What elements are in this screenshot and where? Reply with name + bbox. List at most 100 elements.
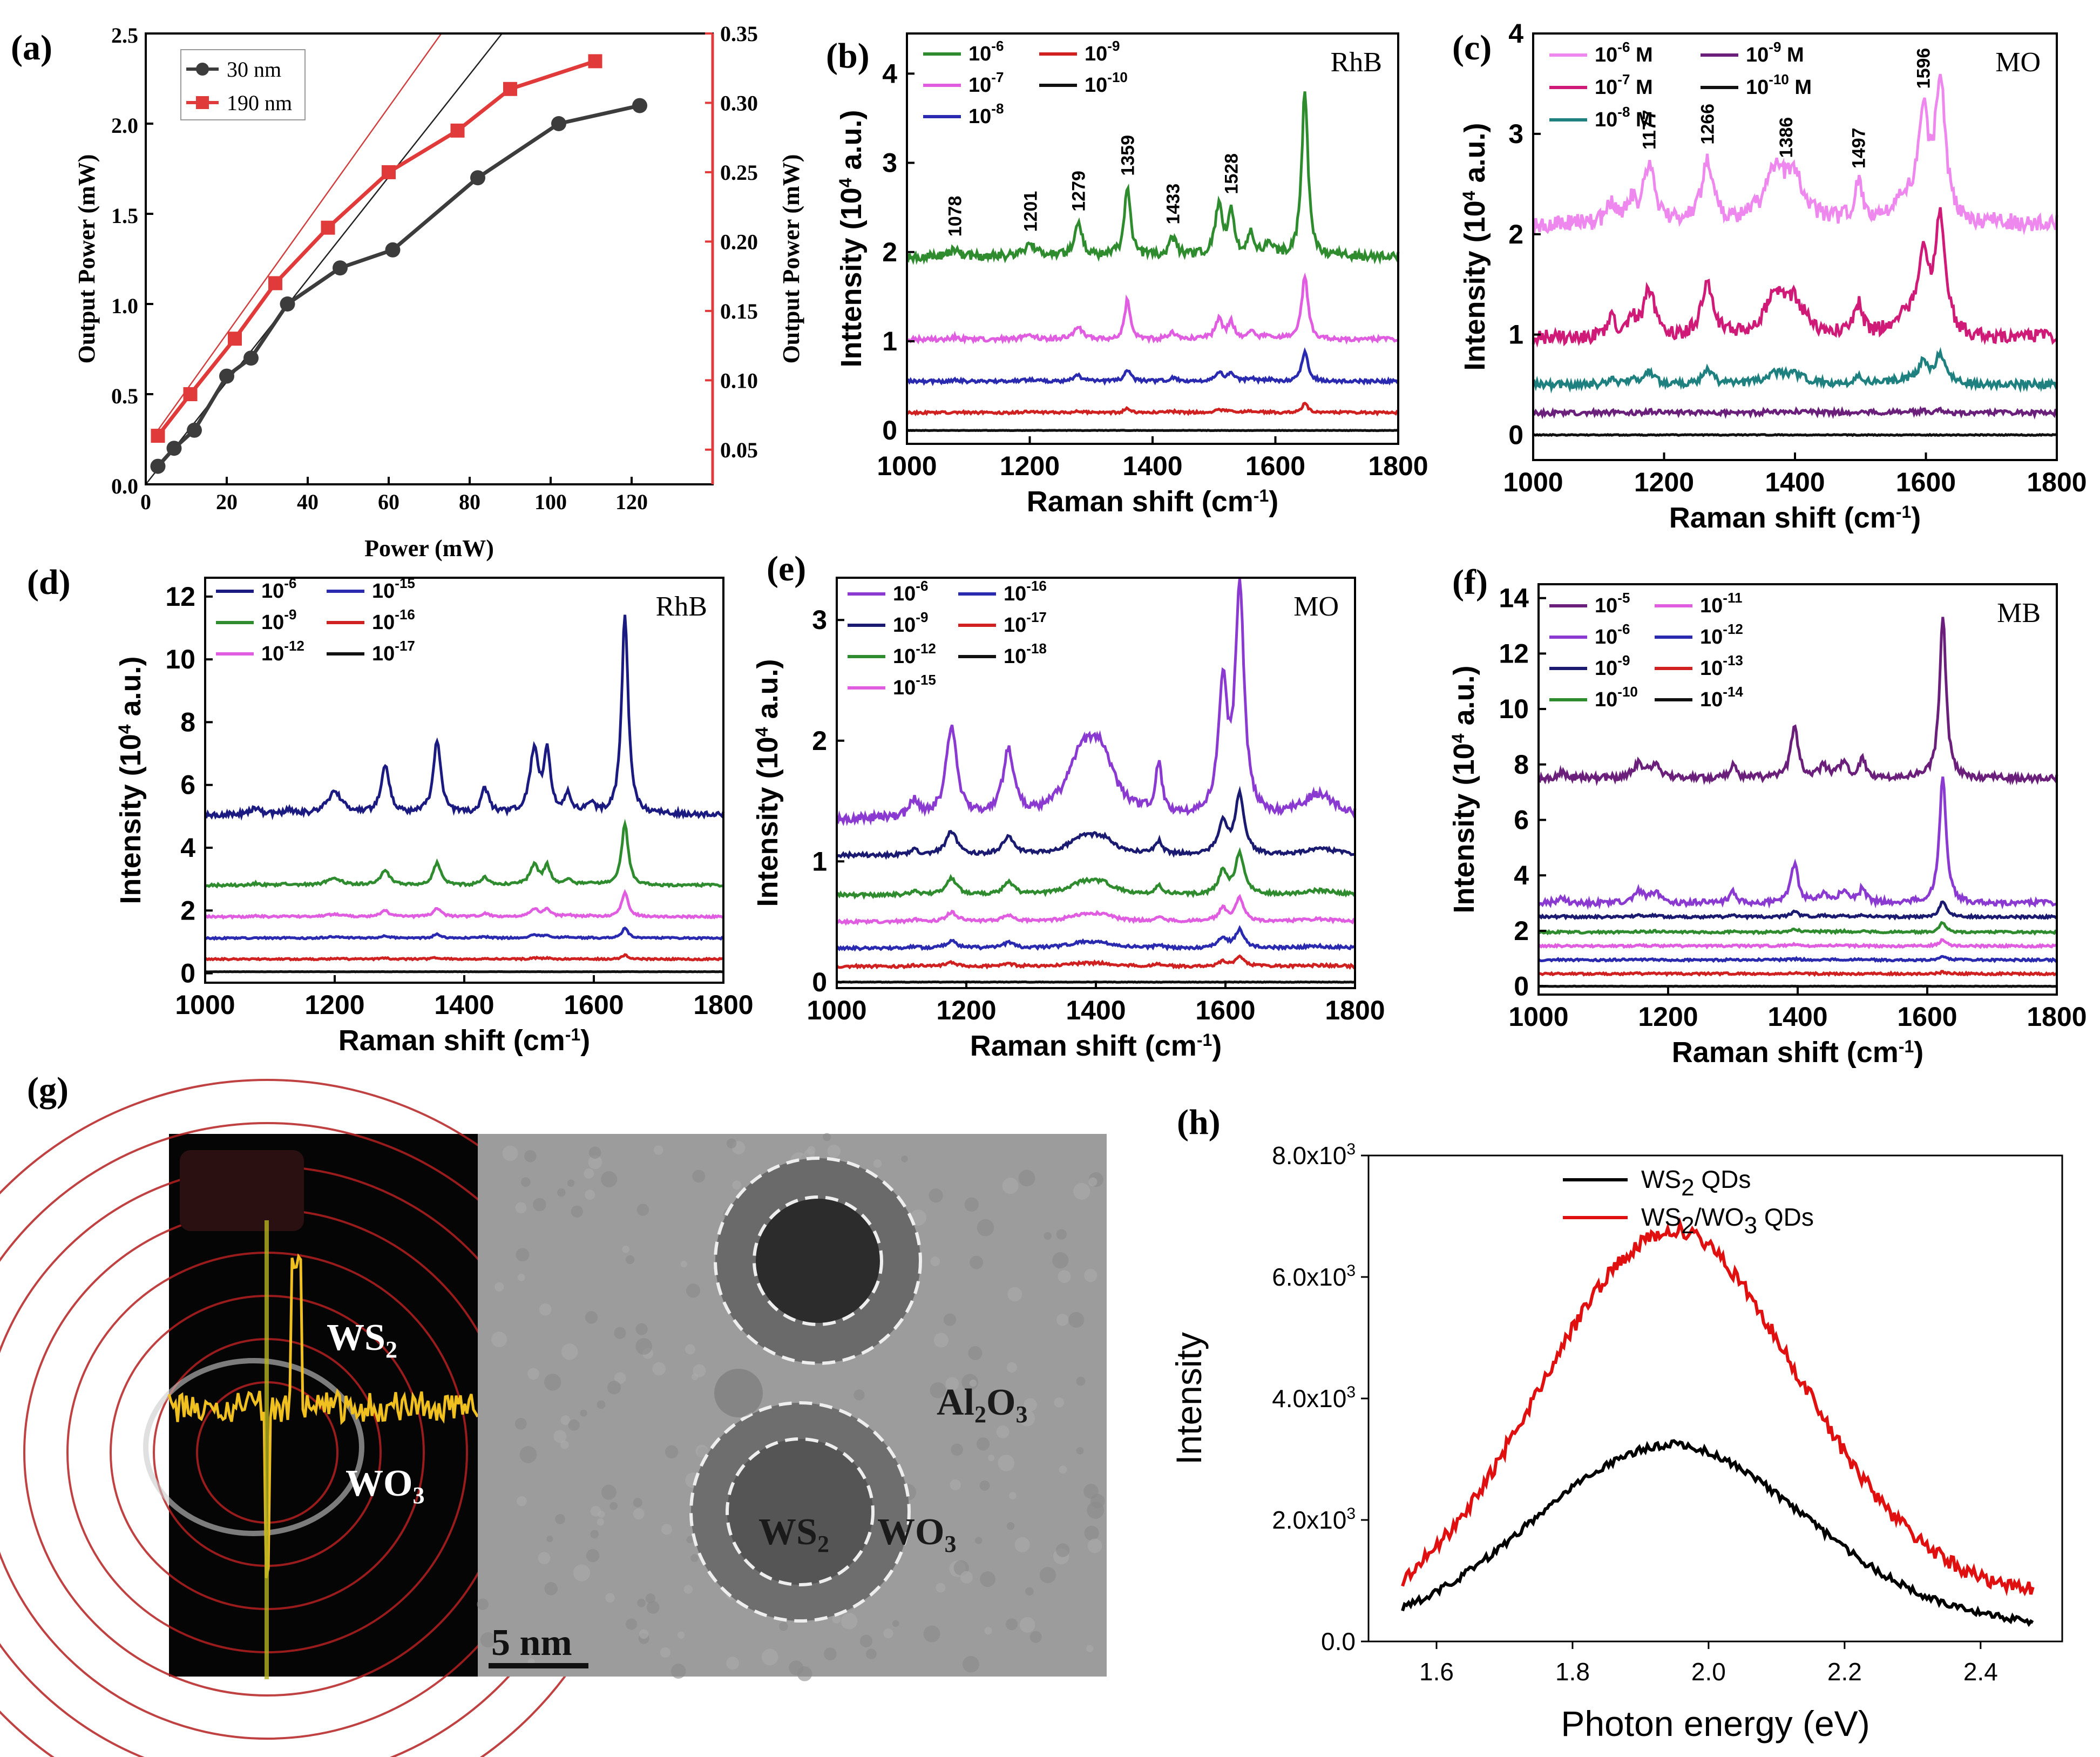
noise-speck — [480, 1632, 496, 1648]
data-point-30nm — [385, 242, 401, 258]
noise-speck — [609, 1502, 618, 1510]
noise-speck — [866, 1648, 877, 1660]
y-tick-label: 4 — [180, 833, 195, 863]
chart-e: (e) 1000 1200 1400 1600 1800 0 1 2 3 Raman shift (… — [751, 549, 1385, 1062]
noise-speck — [533, 1198, 546, 1212]
noise-speck — [622, 1245, 629, 1253]
data-point-190nm — [228, 332, 242, 346]
x-axis-label-h: Photon energy (eV) — [1561, 1704, 1869, 1744]
legend: 10-6 10-7 10-8 10-9 10-10 — [923, 38, 1128, 128]
y-right-tick-label: 0.25 — [720, 160, 758, 185]
x-tick-label: 1400 — [1066, 995, 1126, 1025]
chart-annotation: MO — [1995, 47, 2041, 78]
noise-speck — [960, 1571, 973, 1584]
noise-speck — [654, 1145, 663, 1155]
data-point-190nm — [588, 54, 602, 69]
x-tick-label: 120 — [615, 490, 648, 514]
noise-speck — [732, 1180, 742, 1190]
label-core-ws2: WS2 — [758, 1511, 829, 1557]
noise-speck — [827, 1144, 841, 1158]
peak-label: 1596 — [1914, 48, 1934, 89]
noise-speck — [1002, 1178, 1019, 1194]
y-tick-label: 0 — [1514, 971, 1529, 1002]
y-right-tick-label: 0.30 — [720, 91, 758, 115]
y-tick-label: 0.0 — [1321, 1627, 1356, 1655]
data-point-30nm — [470, 170, 485, 186]
noise-speck — [680, 1260, 688, 1268]
noise-speck — [538, 1552, 551, 1565]
series-line-3 — [906, 401, 1399, 417]
noise-speck — [519, 1446, 537, 1463]
noise-speck — [685, 1344, 695, 1355]
chart-annotation: MO — [1293, 591, 1339, 622]
y-tick-label: 0 — [882, 415, 897, 445]
noise-speck — [614, 1372, 626, 1384]
legend-label: 10-6 — [1595, 621, 1630, 648]
y-tick-label: 12 — [165, 582, 195, 612]
noise-speck — [597, 1518, 605, 1526]
noise-speck — [690, 1554, 699, 1562]
legend-label: 30 nm — [227, 57, 281, 82]
noise-speck — [693, 1364, 706, 1377]
chart-h: (h) 1.6 1.8 2.0 2.2 2.4 0.0 2.0x103 4.0x103 6.0x1… — [1169, 1103, 2063, 1744]
noise-speck — [945, 1377, 959, 1391]
noise-speck — [590, 1530, 599, 1539]
data-point-30nm — [219, 368, 234, 384]
y-tick-label: 6 — [180, 770, 195, 800]
noise-speck — [477, 1598, 489, 1610]
chart-f: (f) 1000 1200 1400 1600 1800 0 2 4 6 8 10 12 14 Raman … — [1448, 563, 2087, 1069]
noise-speck — [987, 1454, 995, 1462]
y-tick-label: 3 — [812, 605, 827, 635]
legend-label: 10-7 M — [1595, 71, 1653, 99]
x-tick-label: 1000 — [175, 990, 235, 1020]
x-tick-label: 80 — [459, 490, 480, 514]
chart-annotation: MB — [1997, 598, 2041, 629]
noise-speck — [968, 1346, 983, 1360]
noise-speck — [660, 1647, 671, 1658]
core-outline — [726, 1437, 875, 1586]
noise-speck — [1058, 1270, 1071, 1283]
noise-speck — [859, 1634, 873, 1647]
noise-speck — [996, 1425, 1010, 1438]
legend: 10-5 10-6 10-9 10-10 10-11 10-12 10-13 10-14 — [1549, 590, 1743, 711]
y-axis-label-a: Output Power (mW) — [73, 154, 100, 364]
series-line-2 — [1532, 347, 2058, 394]
noise-speck — [1024, 1398, 1037, 1412]
y-tick-label: 2.0x103 — [1272, 1505, 1356, 1534]
series-line-0 — [204, 614, 725, 821]
series-line-0 — [1401, 1439, 2034, 1627]
noise-speck — [601, 1484, 617, 1500]
noise-speck — [633, 1508, 645, 1520]
noise-speck — [652, 1362, 666, 1376]
noise-speck — [567, 1179, 575, 1187]
noise-speck — [930, 1256, 940, 1267]
noise-speck — [686, 1283, 701, 1298]
data-point-30nm — [551, 116, 566, 131]
noise-speck — [695, 1444, 708, 1458]
y-tick-label: 6 — [1514, 805, 1529, 835]
series-line-1 — [204, 819, 724, 889]
x-tick-label: 2.0 — [1691, 1658, 1726, 1686]
x-axis-label: Raman shift (cm-1) — [1672, 1036, 1924, 1069]
data-point-30nm — [187, 422, 202, 438]
legend-label: WS2 QDs — [1641, 1165, 1751, 1201]
legend-label: 10-10 — [1085, 69, 1128, 97]
noise-speck — [975, 1537, 983, 1544]
y-right-tick-label: 0.05 — [720, 438, 758, 462]
noise-speck — [969, 1379, 977, 1387]
noise-speck — [639, 1629, 649, 1639]
noise-speck — [555, 1514, 565, 1524]
x-tick-label: 1000 — [1508, 1002, 1568, 1032]
data-point-190nm — [321, 220, 335, 235]
x-axis-label-a: Power (mW) — [364, 535, 494, 562]
x-tick-label: 1200 — [1638, 1002, 1698, 1032]
y-tick-label: 1 — [812, 846, 827, 876]
x-tick-label: 1600 — [564, 990, 624, 1020]
noise-speck — [637, 1598, 646, 1607]
peak-label: 1201 — [1021, 191, 1041, 232]
series-line-0 — [1537, 617, 2058, 787]
y-tick-label: 12 — [1499, 638, 1529, 668]
x-axis-label: Raman shift (cm-1) — [1027, 485, 1279, 518]
x-tick-label: 1600 — [1245, 451, 1305, 481]
legend-label: 10-13 — [1700, 652, 1743, 680]
